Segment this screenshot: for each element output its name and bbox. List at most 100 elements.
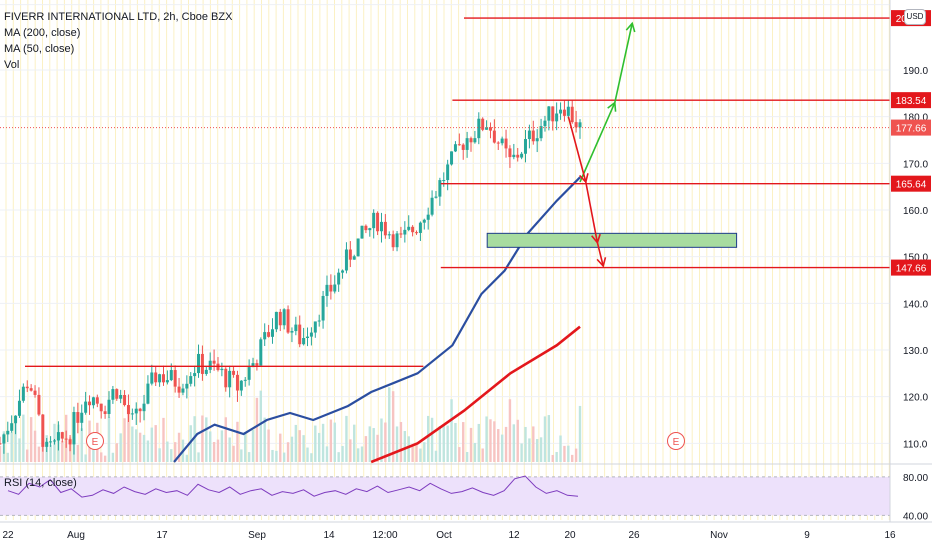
volume-bar: [578, 405, 582, 462]
volume-bar: [345, 415, 348, 462]
candle-body: [527, 130, 531, 140]
currency-button[interactable]: USD: [904, 9, 926, 25]
volume-bar: [244, 432, 247, 462]
candle-body: [290, 331, 294, 333]
candle-body: [10, 423, 14, 431]
candle-body: [426, 214, 430, 220]
candle-body: [204, 369, 208, 374]
indicator-ma50[interactable]: MA (50, close): [4, 43, 75, 55]
symbol-title[interactable]: FIVERR INTERNATIONAL LTD, 2h, Cboe BZX: [4, 11, 233, 23]
time-tick-label: 22: [2, 530, 14, 541]
candle-body: [344, 249, 348, 271]
candle-body: [84, 401, 88, 413]
volume-bar: [399, 421, 403, 462]
volume-bar: [535, 439, 539, 462]
moving-averages: [173, 176, 581, 464]
volume-bar: [14, 415, 17, 462]
candle-body: [566, 106, 570, 116]
candle-body: [138, 408, 142, 412]
candle-body: [68, 439, 72, 445]
volume-bar: [337, 452, 340, 462]
candle-body: [99, 403, 103, 412]
volume-bar: [493, 421, 496, 462]
volume-bar: [411, 445, 414, 462]
rsi-line: [7, 475, 579, 498]
volume-bar: [170, 449, 173, 462]
candle-body: [146, 383, 150, 404]
projection-arrow: [614, 23, 633, 103]
volume-bar: [325, 446, 329, 462]
price-tick-label: 180.0: [903, 113, 928, 124]
candle-body: [508, 148, 512, 158]
volume-bar: [310, 453, 313, 462]
candle-body: [286, 309, 290, 333]
candle-body: [543, 120, 547, 127]
ma200-line: [370, 325, 581, 464]
volume-bar: [22, 414, 25, 462]
volume-bar: [321, 423, 325, 462]
indicator-ma200[interactable]: MA (200, close): [4, 27, 81, 39]
candle-body: [294, 324, 298, 332]
candle-body: [430, 197, 434, 215]
volume-bar: [263, 417, 266, 462]
volume-bar: [298, 430, 301, 462]
candle-body: [130, 413, 134, 415]
candle-body: [247, 367, 251, 380]
volume-bar: [282, 452, 286, 462]
candle-body: [95, 397, 99, 404]
rsi-legend[interactable]: RSI (14, close): [4, 477, 77, 489]
volume-bar: [216, 439, 220, 462]
candle-body: [570, 106, 574, 123]
candle-body: [37, 394, 41, 415]
price-marker: [891, 119, 931, 136]
volume-bar: [286, 442, 290, 462]
candle-body: [383, 221, 387, 236]
time-tick-label: 26: [628, 530, 640, 541]
volume-bar: [368, 426, 371, 462]
candle-body: [212, 360, 216, 364]
volume-bar: [477, 423, 480, 462]
volume-bar: [380, 418, 383, 462]
volume-bar: [162, 417, 165, 462]
time-tick-label: Aug: [67, 530, 85, 541]
volume-bar: [407, 436, 410, 462]
candle-body: [379, 221, 383, 232]
candle-body: [372, 212, 376, 229]
volume-bar: [547, 415, 551, 462]
volume-bar: [314, 425, 317, 462]
indicator-volume[interactable]: Vol: [4, 59, 20, 71]
volume-bar: [103, 455, 107, 462]
volume-bar: [18, 438, 21, 462]
volume-bar: [290, 436, 294, 462]
volume-bar: [135, 429, 138, 462]
candle-body: [173, 370, 177, 387]
candle-body: [473, 138, 477, 143]
candle-body: [477, 118, 481, 139]
price-tick-label: 140.0: [903, 299, 928, 310]
candle-body: [551, 106, 555, 122]
price-tick-label: 120.0: [903, 393, 928, 404]
volume-bar: [364, 436, 368, 462]
candle-body: [302, 338, 306, 345]
candle-body: [126, 405, 130, 415]
candle-body: [150, 372, 154, 384]
candle-body: [251, 363, 255, 368]
candle-body: [49, 441, 53, 443]
time-tick-label: Sep: [248, 530, 266, 541]
volume-bar: [131, 426, 134, 462]
volume-bar: [567, 445, 570, 462]
candle-body: [387, 234, 391, 236]
candle-body: [278, 311, 282, 326]
volume-bar: [516, 419, 519, 462]
volume-bar: [442, 424, 445, 462]
candle-body: [411, 226, 415, 233]
volume-bar: [391, 391, 395, 462]
volume-bar: [434, 450, 438, 462]
candle-body: [208, 360, 212, 370]
rsi-panel: [0, 463, 932, 516]
volume-bar: [119, 433, 122, 462]
candle-body: [500, 138, 504, 144]
candle-body: [496, 142, 500, 144]
